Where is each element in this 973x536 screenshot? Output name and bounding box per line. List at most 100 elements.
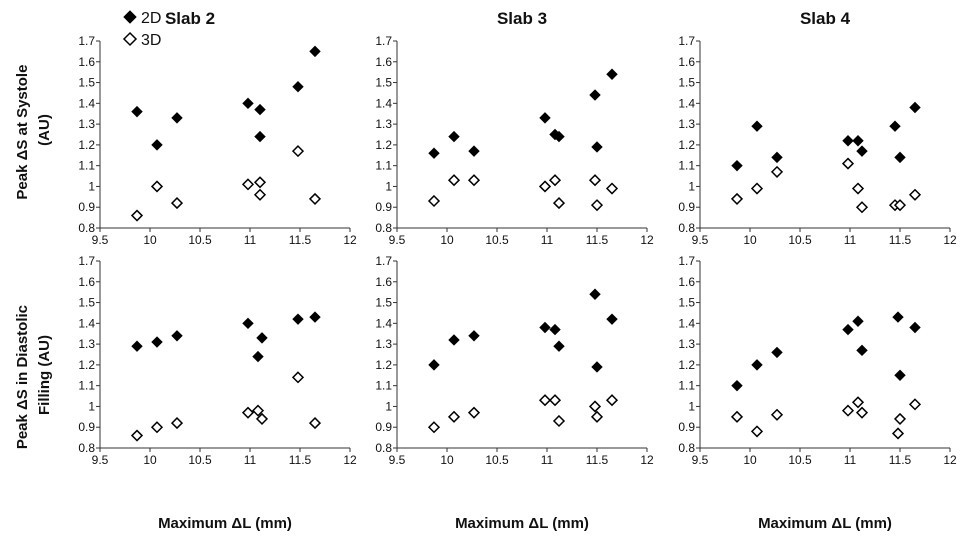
panel-r2c3-point-2d [894,369,906,381]
panel-r1c3-x-tick-label: 12 [943,233,957,247]
panel-r2c3-point-2d [731,379,743,392]
panel-r1c3-point-3d [893,199,907,212]
panel-r1c2-y-tick-label: 1 [385,179,392,193]
panel-r1c2-point-3d [538,180,552,193]
panel-r2c3-point-3d [851,396,865,409]
legend-marker-2d [123,10,137,24]
panel-r2c1-y-tick-label: 0.9 [78,420,95,434]
panel-r1c2-point-3d [548,174,562,187]
panel-r2c1-point-3d [150,421,164,434]
panel-r1c2-series-3d [427,174,619,212]
panel-r1c3-y-tick-label: 0.8 [678,221,695,235]
panel-r2c1-point-2d [151,336,163,348]
panel-r1c1-point-2d [171,112,183,124]
panel-r1c2-x-tick-label: 10 [440,233,454,247]
panel-r2c1-x-tick-label: 10 [143,453,157,467]
panel-r2c2-point-3d [588,400,602,413]
panel-r1c2-y-tick-label: 1.7 [375,34,392,48]
panel-r2c1-series-2d [131,311,321,363]
panel-r2c2-y-tick-label: 1 [385,399,392,413]
panel-r2c1-point-3d [130,429,144,442]
panel-r1c2-y-tick-label: 1.1 [375,159,392,173]
panel-r1c3-point-2d [751,120,763,132]
panel-r1c3-y-tick-label: 1.2 [678,138,695,152]
panel-r1c2-point-3d [427,194,441,208]
panel-r2c1-x-tick-label: 11 [244,453,257,467]
panel-r1c3-point-2d [852,135,864,147]
panel-r1c1-x-tick-label: 11.5 [289,233,312,247]
panel-r1c1-point-3d [253,176,267,189]
panel-r1c2-y-tick-label: 1.3 [375,117,392,131]
panel-r1c1-y-tick-label: 0.9 [78,200,95,214]
panel-r1c2-point-2d [468,145,480,157]
panel-r2c2-point-3d [427,421,441,434]
panel-r2c1-x-tick-label: 10.5 [188,453,212,467]
panel-r2c3-x-label: Maximum ΔL (mm) [758,515,892,532]
panels: 0.80.911.11.21.31.41.51.61.79.5 10 10.5 11 1… [78,9,957,532]
panel-r1c2-point-3d [447,174,461,187]
panel-r2c1-point-2d [309,311,321,323]
panel-r2c1-x-tick-label: 9.5 [92,453,109,467]
panel-r1c2-x-tick-label: 9.5 [389,233,406,247]
panel-r1c3-x-tick-label: 10 [743,233,757,247]
panel-r2c2-x-tick-label: 9.5 [389,453,406,467]
panel-r2c1-x-tick-label: 12 [343,453,357,467]
panel-r2c2-point-3d [467,406,481,419]
panel-r1c2-x-tick-label: 12 [640,233,654,247]
panel-r1c1-y-tick-label: 1.7 [78,34,95,48]
panel-r2c2-point-2d [428,359,440,371]
panel-r1c3-y-tick-label: 1.5 [678,76,695,90]
panel-r2c2-point-2d [448,334,460,346]
panel-r1c1-series-3d [130,145,322,222]
panel-r1c2-point-3d [588,174,602,187]
panel-r2c3-point-3d [730,410,744,423]
panel-r2c2-x-tick-label: 11.5 [586,453,609,467]
panel-r2c3-x-tick-label: 11.5 [889,453,912,467]
panel-r1c1-y-tick-label: 1.2 [78,138,95,152]
panel-r2c2-series-3d [427,394,619,434]
row-label-diastolic-line1: Peak ΔS in Diastolic [14,305,31,449]
panel-r1c2-title: Slab 3 [497,9,547,28]
panel-r1c2-x-tick-label: 11 [541,233,554,247]
panel-r1c1: 0.8 0.9 1 1.1 1.2 1.3 1.4 1.5 1.6 1.7 9.5 10 10.5 11 1… [78,9,357,247]
panel-r2c2-point-2d [553,340,565,352]
panel-r1c1-x-tick-label: 10.5 [188,233,212,247]
panel-r1c3-point-3d [770,165,784,178]
panel-r2c2: 0.8 0.9 1 1.1 1.2 1.3 1.4 1.5 1.6 1.7 9.5 10 10.5 11 1… [375,254,654,532]
panel-r1c2-x-tick-label: 10.5 [485,233,509,247]
panel-r2c3-point-2d [842,323,854,336]
panel-r2c2-point-3d [447,410,461,423]
panel-r2c3-point-2d [892,311,904,323]
panel-r1c3-y-tick-label: 1.7 [678,34,695,48]
panel-r2c1-y-tick-label: 1.2 [78,358,95,372]
panel-r2c3-y-tick-label: 1.7 [678,254,695,268]
panel-r2c2-y-tick-label: 1.6 [375,275,392,289]
panel-r2c1: 0.8 0.9 1 1.1 1.2 1.3 1.4 1.5 1.6 1.7 9.5 10 10.5 11 1… [78,254,357,532]
panel-r2c3-point-3d [891,427,905,440]
panel-r1c3-y-tick-label: 0.9 [678,200,695,214]
panel-r2c3-point-2d [771,346,783,359]
panel-r2c3-y-tick-label: 0.8 [678,441,695,455]
panel-r2c1-series-3d [130,371,322,442]
panel-r1c2-series-2d [428,68,618,159]
panel-r2c1-point-2d [256,332,268,344]
panel-r1c2-y-tick-label: 1.2 [375,138,392,152]
panel-r1c3-y-tick-label: 1 [688,179,695,193]
panel-r2c2-point-3d [590,410,604,423]
panel-r1c2-point-2d [428,147,440,159]
legend-label-2d: 2D [141,10,161,27]
legend: 2D 3D [122,10,161,49]
panel-r2c2-x-tick-label: 10 [440,453,454,467]
panel-r1c3-point-2d [731,159,743,172]
panel-r1c2-point-3d [590,199,604,212]
legend-item-2d: 2D [123,10,161,27]
panel-r2c1-point-2d [242,317,254,330]
panel-r1c2-point-2d [591,141,603,153]
panel-r1c2-y-tick-label: 0.9 [375,200,392,214]
panel-r2c2-point-3d [538,394,552,407]
panel-r2c3-x-tick-label: 11 [844,453,857,467]
row-label-systole: Peak ΔS at Systole (AU) [14,60,53,199]
panel-r2c1-point-3d [241,406,255,419]
panel-r2c1-point-3d [255,412,269,425]
panel-r2c3-y-tick-label: 1.6 [678,275,695,289]
